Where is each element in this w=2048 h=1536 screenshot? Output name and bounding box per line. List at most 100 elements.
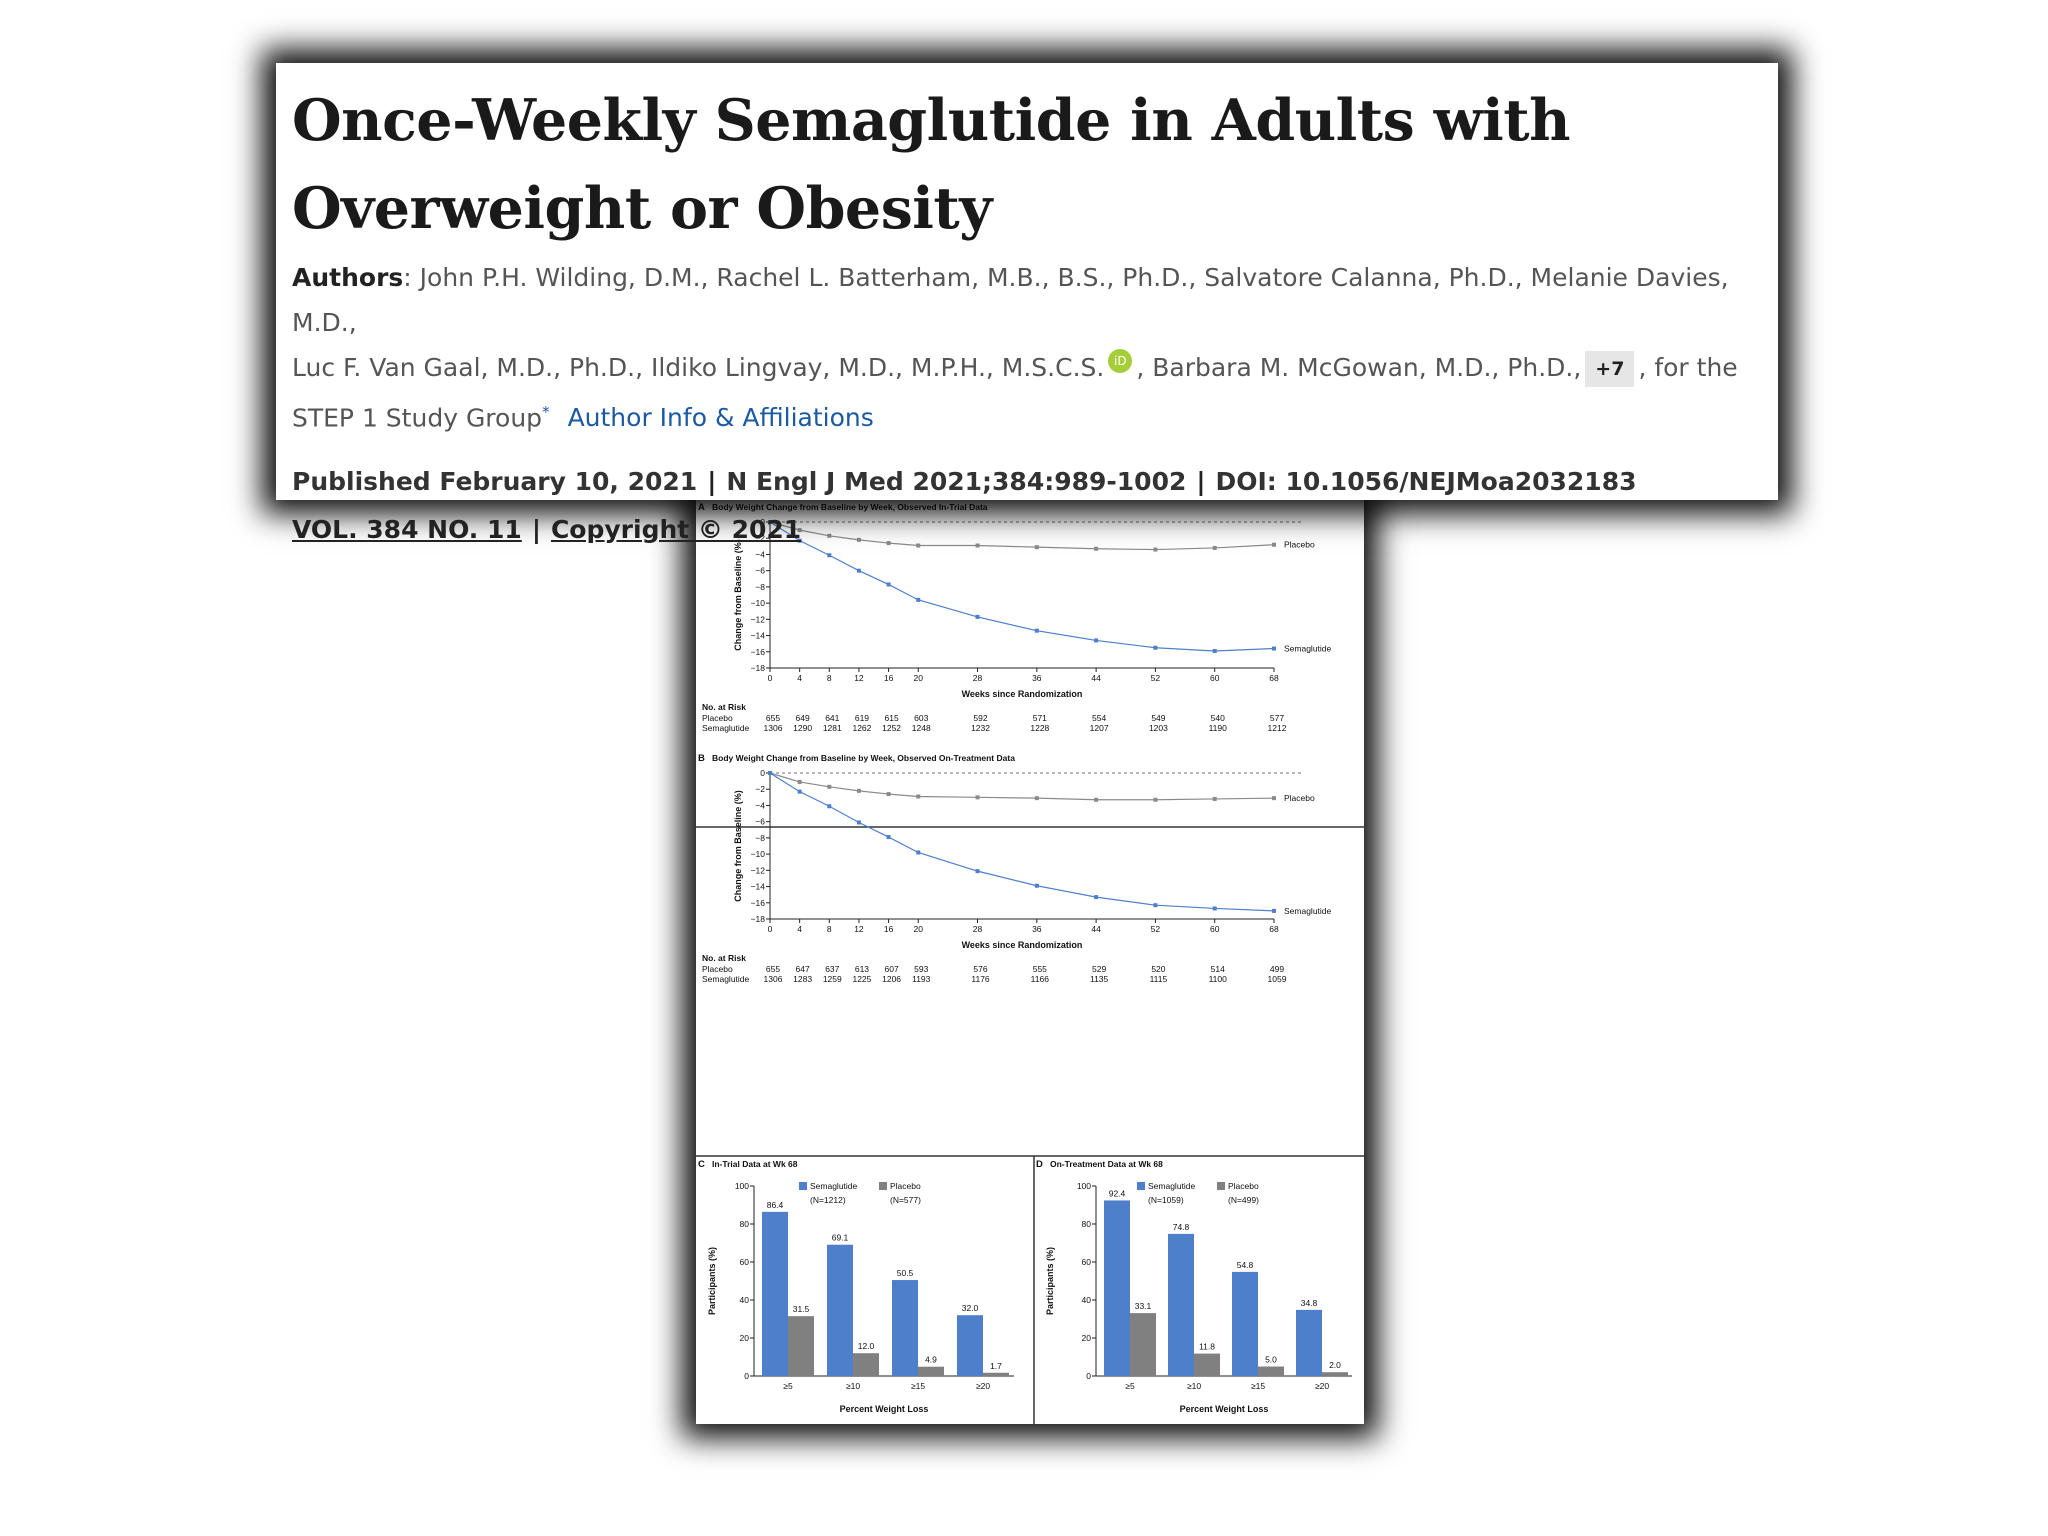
panel-c-letter: C <box>698 1159 705 1170</box>
panel-b-semaglutide-point <box>768 771 772 775</box>
authors-line-2[interactable]: Luc F. Van Gaal, M.D., Ph.D., Ildiko Lin… <box>292 353 1105 382</box>
panel-b-xtick-label: 68 <box>1269 924 1279 934</box>
panel-a-semaglutide-point <box>1212 648 1217 653</box>
panel-c-placebo-bar-label: 4.9 <box>925 1355 937 1365</box>
panel-b-risk-placebo-value: 593 <box>914 964 928 974</box>
panel-a-xtick-label: 28 <box>973 673 983 683</box>
panel-d-ytick-label: 20 <box>1082 1333 1092 1343</box>
panel-b-risk-placebo-value: 555 <box>1033 964 1047 974</box>
panel-c-placebo-bar-label: 31.5 <box>793 1304 810 1314</box>
authors-line-2b[interactable]: , Barbara M. McGowan, M.D., Ph.D., <box>1136 353 1582 382</box>
panel-c-ytick-label: 80 <box>740 1219 750 1229</box>
panel-a-risk-placebo-value: 649 <box>796 713 810 723</box>
panel-d-legend-placebo-swatch <box>1217 1182 1225 1190</box>
panel-c-ytick-label: 40 <box>740 1295 750 1305</box>
panel-a-semaglutide-point <box>797 538 802 543</box>
panel-b-xtick-label: 60 <box>1210 924 1220 934</box>
panel-a-semaglutide-point <box>975 614 980 619</box>
panel-b-ytick-label: −14 <box>751 882 766 892</box>
panel-a-risk-semaglutide-value: 1306 <box>764 723 783 733</box>
panel-b-risk-label: No. at Risk <box>702 953 746 963</box>
panel-a-xtick-label: 16 <box>884 673 894 683</box>
panel-b-semaglutide-point <box>1272 908 1276 913</box>
panel-b-ytick-label: 0 <box>760 768 765 778</box>
panel-b-risk-semaglutide-value: 1259 <box>823 974 842 984</box>
authors-line-2c: , for the <box>1638 353 1738 382</box>
panel-c-legend-semaglutide-label: Semaglutide <box>810 1181 858 1191</box>
panel-a-placebo-point <box>1212 545 1217 550</box>
panel-a-risk-placebo-value: 655 <box>766 713 780 723</box>
panel-b-placebo-point <box>916 794 921 799</box>
panel-c-x-label: Percent Weight Loss <box>840 1404 929 1414</box>
panel-a-xtick-label: 0 <box>768 673 773 683</box>
panel-a-semaglutide-point <box>827 553 832 558</box>
panel-d-semaglutide-bar <box>1168 1233 1194 1376</box>
panel-d-ytick-label: 60 <box>1082 1257 1092 1267</box>
panel-b-risk-semaglutide-value: 1283 <box>793 974 812 984</box>
panel-a-risk-placebo-value: 571 <box>1033 713 1047 723</box>
panel-a-risk-semaglutide-value: 1212 <box>1268 723 1287 733</box>
panel-a-placebo-point <box>827 533 832 538</box>
panel-a-risk-semaglutide-value: 1190 <box>1209 723 1228 733</box>
panel-c-category-label: ≥15 <box>911 1381 925 1391</box>
panel-b-semaglutide-point <box>1034 883 1039 888</box>
panel-b-risk-semaglutide-value: 1166 <box>1031 974 1050 984</box>
panel-a-risk-placebo-value: 615 <box>884 713 898 723</box>
panel-a-risk-semaglutide-value: 1290 <box>793 723 812 733</box>
panel-a-risk-semaglutide-value: 1232 <box>971 723 990 733</box>
panel-d-category-label: ≥10 <box>1187 1381 1201 1391</box>
panel-a-placebo-point <box>1272 542 1276 547</box>
doi[interactable]: DOI: 10.1056/NEJMoa2032183 <box>1215 467 1637 496</box>
author-list: Authors: John P.H. Wilding, D.M., Rachel… <box>292 263 1738 433</box>
panel-d-placebo-bar <box>1258 1366 1284 1376</box>
panel-a-xtick-label: 68 <box>1269 673 1279 683</box>
panel-a-risk-placebo-value: 603 <box>914 713 928 723</box>
panel-b-risk-semaglutide-value: 1176 <box>971 974 990 984</box>
panel-b-placebo-series-label: Placebo <box>1284 793 1315 803</box>
panel-d-legend-placebo-label: Placebo <box>1228 1181 1259 1191</box>
figure-canvas: A Body Weight Change from Baseline by Wee… <box>696 502 1364 1424</box>
published-date: Published February 10, 2021 <box>292 467 698 496</box>
panel-b-semaglutide-point <box>797 789 802 794</box>
volume-link[interactable]: VOL. 384 NO. 11 <box>292 515 522 544</box>
panel-c-placebo-bar-label: 1.7 <box>990 1361 1002 1371</box>
panel-a-risk-placebo-value: 641 <box>825 713 839 723</box>
panel-b-risk-placebo-value: 514 <box>1211 964 1225 974</box>
panel-b-placebo-point <box>1034 796 1039 801</box>
panel-a-ytick-label: −12 <box>751 614 766 624</box>
panel-b-letter: B <box>698 753 705 764</box>
panel-b-placebo-point <box>1094 797 1099 802</box>
panel-a-semaglutide-point <box>856 568 861 573</box>
study-group[interactable]: STEP 1 Study Group <box>292 403 543 433</box>
copyright-link[interactable]: Copyright © 2021 <box>550 515 802 544</box>
panel-a-risk-placebo-value: 619 <box>855 713 869 723</box>
panel-d-semaglutide-bar-label: 54.8 <box>1237 1260 1254 1270</box>
panel-b-semaglutide-series-label: Semaglutide <box>1284 906 1332 916</box>
panel-a-y-label: Change from Baseline (%) <box>733 539 743 651</box>
panel-b-xtick-label: 16 <box>884 924 894 934</box>
panel-a-title: Body Weight Change from Baseline by Week… <box>712 502 988 512</box>
panel-b-ytick-label: −16 <box>751 898 766 908</box>
panel-d-ytick-label: 80 <box>1082 1219 1092 1229</box>
publication-line: Published February 10, 2021 | N Engl J Med… <box>292 467 1637 496</box>
orcid-icon[interactable]: iD <box>1108 349 1133 373</box>
panel-b-ytick-label: −18 <box>751 914 766 924</box>
panel-c-ytick-label: 100 <box>735 1181 749 1191</box>
article-title: Once-Weekly Semaglutide in Adults with O… <box>292 87 1571 242</box>
panel-a-semaglutide-line <box>769 521 1275 652</box>
panel-b-semaglutide-point <box>975 869 980 874</box>
more-authors-button[interactable]: +7 <box>1585 351 1635 387</box>
panel-c-placebo-bar <box>788 1316 814 1376</box>
panel-c-legend-placebo-swatch <box>879 1182 887 1190</box>
panel-c-category-label: ≥10 <box>846 1381 860 1391</box>
panel-c-semaglutide-bar-label: 86.4 <box>767 1200 784 1210</box>
panel-b-risk-placebo-value: 520 <box>1151 964 1165 974</box>
panel-d-category-label: ≥5 <box>1125 1381 1135 1391</box>
authors-line-1[interactable]: John P.H. Wilding, D.M., Rachel L. Batte… <box>292 263 1729 337</box>
panel-a-risk-placebo-value: 592 <box>973 713 987 723</box>
panel-c-ytick-label: 20 <box>740 1333 750 1343</box>
author-info-link[interactable]: Author Info & Affiliations <box>567 403 874 433</box>
group-footnote-mark[interactable]: * <box>542 403 550 421</box>
panel-b-xtick-label: 36 <box>1032 924 1042 934</box>
panel-d-semaglutide-bar <box>1104 1200 1130 1376</box>
